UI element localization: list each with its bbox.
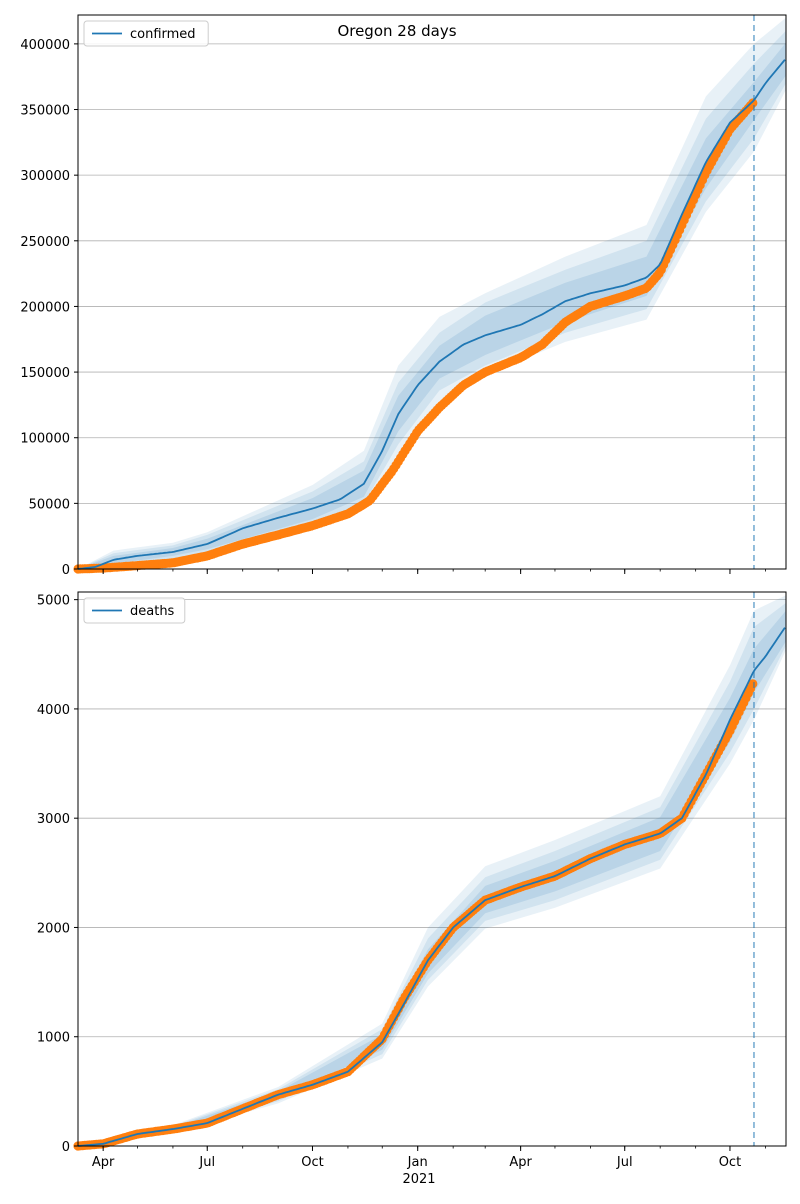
y-tick-label: 0 xyxy=(62,563,70,578)
x-tick-label: Jan xyxy=(407,1155,428,1170)
y-tick-label: 150000 xyxy=(20,366,70,381)
confidence-band xyxy=(78,595,786,1146)
model-line xyxy=(77,59,786,570)
y-tick-label: 3000 xyxy=(37,812,70,827)
observed-point xyxy=(748,98,758,108)
model-line xyxy=(77,627,786,1147)
panel-1: 0 50000 100000 150000 200000 250000 300000 3500… xyxy=(20,14,787,578)
observed-point xyxy=(748,679,758,689)
x-tick-label: Apr xyxy=(509,1155,532,1170)
y-tick-label: 1000 xyxy=(37,1031,70,1046)
chart-title: Oregon 28 days xyxy=(337,22,456,40)
plot-frame xyxy=(77,591,787,1147)
legend: deaths xyxy=(83,597,186,624)
y-tick-label: 350000 xyxy=(20,104,70,119)
y-tick-label: 5000 xyxy=(37,594,70,609)
legend-box xyxy=(83,597,186,624)
confidence-band xyxy=(78,42,786,570)
y-tick-label: 4000 xyxy=(37,703,70,718)
x-tick-label: Jul xyxy=(198,1155,215,1170)
legend-label: confirmed xyxy=(130,27,196,42)
observed-series xyxy=(73,98,758,574)
plot-frame xyxy=(77,14,787,570)
y-tick-label: 300000 xyxy=(20,169,70,184)
x-year-label: 2021 xyxy=(402,1172,435,1187)
panel-2: 0 1000 2000 3000 4000 5000 Apr Jul Oct Jan Apr Jul O… xyxy=(37,591,787,1170)
confidence-band xyxy=(78,610,786,1146)
confidence-band xyxy=(78,30,786,570)
legend-box xyxy=(83,20,209,47)
observed-series xyxy=(73,679,758,1151)
y-tick-label: 2000 xyxy=(37,921,70,936)
legend-label: deaths xyxy=(130,604,175,619)
y-tick-label: 250000 xyxy=(20,235,70,250)
x-tick-label: Apr xyxy=(92,1155,115,1170)
x-tick-label: Oct xyxy=(301,1155,323,1170)
confidence-band xyxy=(78,17,786,570)
x-tick-label: Oct xyxy=(719,1155,741,1170)
confidence-band xyxy=(78,602,786,1146)
y-tick-label: 100000 xyxy=(20,432,70,447)
y-tick-label: 200000 xyxy=(20,300,70,315)
y-tick-label: 400000 xyxy=(20,38,70,53)
legend: confirmed xyxy=(83,20,209,47)
y-tick-label: 0 xyxy=(62,1140,70,1155)
x-tick-label: Jul xyxy=(616,1155,633,1170)
y-tick-label: 50000 xyxy=(29,497,70,512)
